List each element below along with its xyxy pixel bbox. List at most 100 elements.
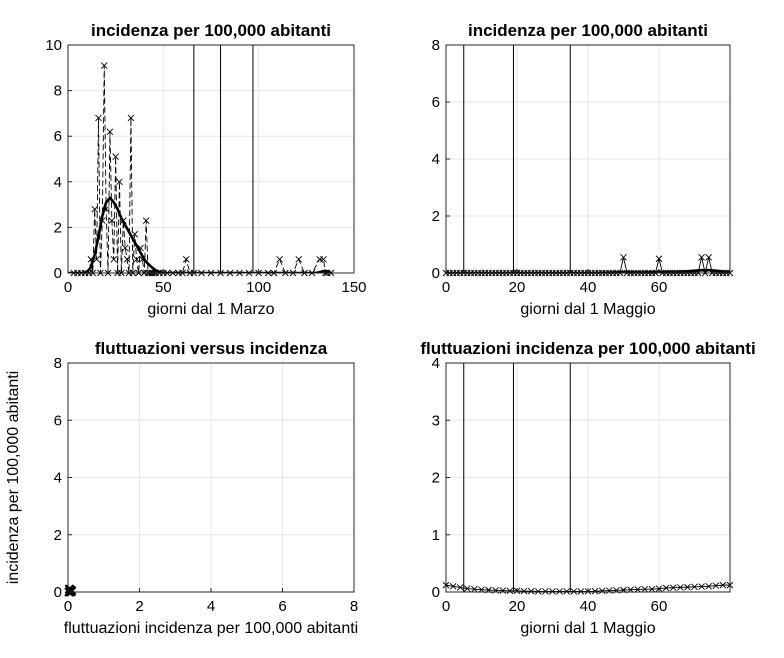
- data-point-marker: [127, 114, 135, 122]
- data-point-marker: [534, 588, 542, 595]
- subplot-1: 0 50 100 150 0 2 4 6 8 10 incidenza per 100,000 ab…: [45, 21, 366, 318]
- data-point-marker: [106, 128, 114, 135]
- series-line-bold: [68, 196, 332, 273]
- y-tick-label: 6: [54, 412, 62, 429]
- y-tick-label: 2: [432, 208, 440, 225]
- y-tick-label: 8: [432, 37, 440, 54]
- x-tick-label: 8: [350, 598, 358, 615]
- x-tick-label: 100: [246, 279, 271, 296]
- data-point-marker: [131, 230, 139, 238]
- data-point-marker: [549, 588, 556, 595]
- data-point-marker: [598, 587, 606, 595]
- x-tick-label: 60: [651, 279, 668, 296]
- plot-content: [446, 363, 730, 592]
- data-point-marker: [605, 587, 613, 594]
- data-point-marker: [119, 217, 127, 224]
- y-tick-label: 8: [54, 83, 62, 100]
- x-tick-label: 40: [580, 598, 597, 615]
- data-point-marker: [620, 254, 627, 261]
- x-tick-label: 0: [64, 279, 72, 296]
- data-point-marker: [684, 583, 691, 591]
- data-point-marker: [577, 588, 585, 595]
- data-point-marker: [91, 205, 99, 213]
- x-tick-label: 0: [442, 598, 450, 615]
- subplot-2: 0 20 40 60 0 2 4 6 8 incidenza per 100,000 abitan…: [432, 21, 734, 318]
- data-point-marker: [698, 583, 705, 590]
- data-point-marker: [133, 256, 140, 263]
- y-tick-label: 4: [54, 470, 62, 487]
- data-point-marker: [634, 586, 642, 593]
- data-point-marker: [669, 584, 677, 592]
- axes-frame: [67, 44, 355, 274]
- y-tick-label: 8: [54, 355, 62, 372]
- data-point-marker: [116, 178, 123, 186]
- data-point-marker: [108, 217, 116, 224]
- x-axis-label: fluttuazioni incidenza per 100,000 abita…: [64, 620, 358, 637]
- chart-title: fluttuazioni versus incidenza: [95, 339, 328, 358]
- data-point-marker: [691, 583, 698, 591]
- data-point-marker: [705, 254, 713, 261]
- x-tick-label: 50: [155, 279, 172, 296]
- y-tick-label: 0: [54, 265, 62, 282]
- data-point-marker: [520, 587, 528, 595]
- y-tick-label: 1: [432, 527, 440, 544]
- data-point-marker: [99, 217, 106, 224]
- data-point-marker: [456, 584, 464, 591]
- subplot-3: 0 2 4 6 8 0 2 4 6 8 fluttuazioni versus incidenza f…: [5, 339, 358, 637]
- data-point-marker: [100, 62, 108, 69]
- data-point-marker: [463, 585, 471, 592]
- data-point-marker: [93, 256, 100, 263]
- x-tick-label: 20: [509, 598, 526, 615]
- y-tick-label: 3: [432, 412, 440, 429]
- data-point-marker: [563, 588, 571, 595]
- data-point-marker: [449, 582, 457, 590]
- y-tick-label: 2: [432, 470, 440, 487]
- y-axis-label: incidenza per 100,000 abitanti: [5, 371, 22, 585]
- data-point-marker: [320, 256, 327, 263]
- data-point-marker: [712, 582, 720, 590]
- data-point-marker: [112, 153, 119, 161]
- y-tick-label: 0: [432, 265, 440, 282]
- data-point-marker: [698, 254, 705, 261]
- chart-title: incidenza per 100,000 abitanti: [91, 21, 331, 40]
- data-point-marker: [471, 585, 478, 593]
- data-point-marker: [142, 217, 150, 224]
- x-tick-label: 0: [442, 279, 450, 296]
- y-tick-label: 0: [432, 584, 440, 601]
- data-point-marker: [676, 584, 684, 591]
- x-axis-label: giorni dal 1 Marzo: [147, 301, 274, 318]
- data-point-marker: [137, 244, 144, 252]
- data-point-marker: [182, 256, 190, 263]
- data-point-marker: [110, 256, 118, 263]
- y-tick-label: 4: [54, 174, 62, 191]
- data-point-marker: [139, 256, 146, 263]
- data-point-marker: [499, 587, 507, 594]
- data-point-marker: [591, 587, 599, 595]
- data-point-marker: [662, 584, 670, 592]
- y-tick-label: 10: [45, 37, 62, 54]
- data-point-marker: [121, 244, 129, 252]
- x-tick-label: 150: [341, 279, 366, 296]
- data-point-marker: [570, 588, 578, 595]
- chart-title: fluttuazioni incidenza per 100,000 abita…: [420, 339, 755, 358]
- y-tick-label: 4: [432, 151, 440, 168]
- data-point-marker: [123, 256, 131, 263]
- x-tick-label: 2: [135, 598, 143, 615]
- x-tick-label: 0: [64, 598, 72, 615]
- data-point-marker: [542, 588, 549, 595]
- y-tick-label: 2: [54, 219, 62, 236]
- x-tick-label: 20: [509, 279, 526, 296]
- data-point-marker: [705, 582, 713, 590]
- data-point-marker: [648, 585, 656, 593]
- data-point-marker: [102, 205, 110, 213]
- data-point-marker: [556, 588, 563, 595]
- x-tick-label: 4: [207, 598, 215, 615]
- x-tick-label: 60: [651, 598, 668, 615]
- data-point-marker: [655, 255, 663, 263]
- y-tick-label: 6: [432, 94, 440, 111]
- data-point-marker: [506, 587, 514, 595]
- data-point-marker: [95, 114, 102, 122]
- y-tick-label: 2: [54, 527, 62, 544]
